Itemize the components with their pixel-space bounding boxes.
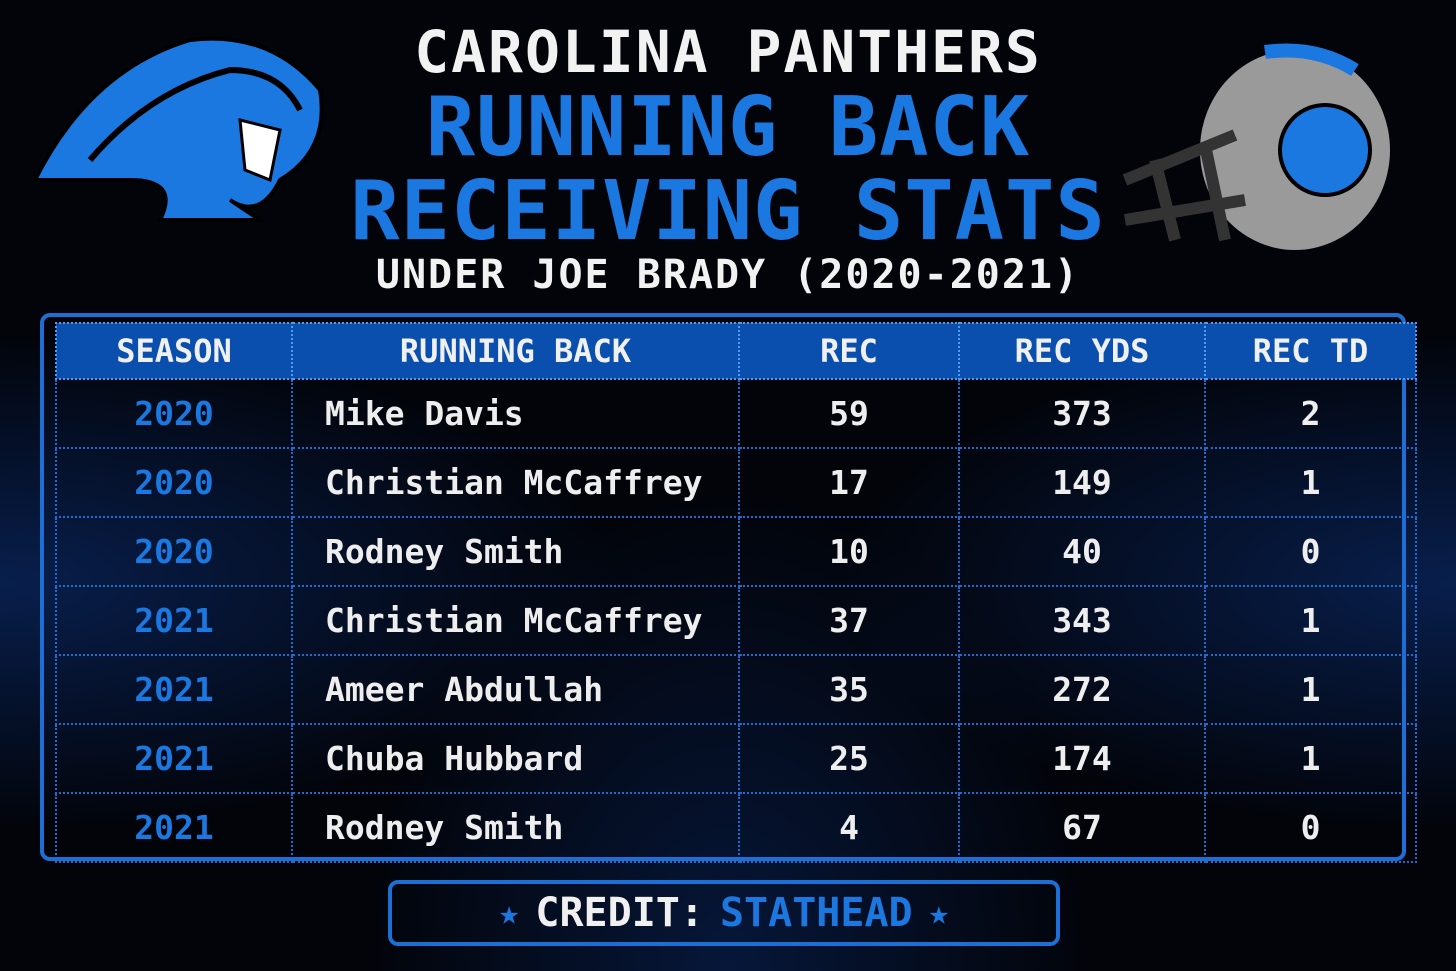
column-header: REC TD [1204, 322, 1417, 380]
team-name: CAROLINA PANTHERS [414, 18, 1042, 86]
credit-box: ★ CREDIT: STATHEAD ★ [388, 880, 1060, 946]
table-cell: 40 [958, 516, 1206, 587]
header-row: SEASON RUNNING BACK REC REC YDS REC TD [55, 322, 1417, 380]
table-cell: Christian McCaffrey [291, 585, 740, 656]
table-cell: 1 [1204, 585, 1417, 656]
table-cell: 149 [958, 447, 1206, 518]
table-row: 2021 Christian McCaffrey 37 343 1 [55, 585, 1417, 656]
title-line: RECEIVING STATS [350, 164, 1106, 259]
subtitle: UNDER JOE BRADY (2020-2021) [375, 252, 1081, 298]
column-header: REC [738, 322, 960, 380]
table-cell: 2020 [55, 378, 293, 449]
table-cell: 67 [958, 792, 1206, 863]
table-cell: 17 [738, 447, 960, 518]
table-cell: Chuba Hubbard [291, 723, 740, 794]
credit-source: STATHEAD [719, 890, 913, 936]
table-cell: 272 [958, 654, 1206, 725]
table-cell: Rodney Smith [291, 516, 740, 587]
table-cell: 174 [958, 723, 1206, 794]
table-cell: Christian McCaffrey [291, 447, 740, 518]
table-row: 2021 Ameer Abdullah 35 272 1 [55, 654, 1417, 725]
table-cell: 2021 [55, 792, 293, 863]
table-cell: 35 [738, 654, 960, 725]
table-cell: 2021 [55, 654, 293, 725]
table-cell: 0 [1204, 516, 1417, 587]
credit-label: CREDIT: [535, 890, 704, 936]
table-cell: 373 [958, 378, 1206, 449]
table-cell: 25 [738, 723, 960, 794]
table-cell: 1 [1204, 447, 1417, 518]
table-cell: 343 [958, 585, 1206, 656]
table-cell: 4 [738, 792, 960, 863]
table-body: 2020 Mike Davis 59 373 2 2020 Christian McCaff… [55, 378, 1417, 863]
column-header: SEASON [55, 322, 293, 380]
table-row: 2021 Rodney Smith 4 67 0 [55, 792, 1417, 863]
table-cell: 59 [738, 378, 960, 449]
table-row: 2020 Rodney Smith 10 40 0 [55, 516, 1417, 587]
panther-logo [31, 36, 324, 222]
table-cell: 1 [1204, 723, 1417, 794]
column-header: RUNNING BACK [291, 322, 740, 380]
table-cell: 37 [738, 585, 960, 656]
title-line: RUNNING BACK [425, 80, 1031, 175]
helmet-logo [1122, 43, 1390, 250]
table-cell: 2021 [55, 723, 293, 794]
table-cell: 2020 [55, 516, 293, 587]
star-icon: ★ [498, 893, 520, 933]
table-cell: 0 [1204, 792, 1417, 863]
table-cell: 2 [1204, 378, 1417, 449]
star-icon: ★ [928, 893, 950, 933]
table-row: 2020 Mike Davis 59 373 2 [55, 378, 1417, 449]
table-cell: 10 [738, 516, 960, 587]
table-cell: Ameer Abdullah [291, 654, 740, 725]
table-cell: Mike Davis [291, 378, 740, 449]
table-cell: 2020 [55, 447, 293, 518]
table-cell: 1 [1204, 654, 1417, 725]
stats-table: SEASON RUNNING BACK REC REC YDS REC TD 2020 M… [55, 322, 1417, 863]
table-row: 2021 Chuba Hubbard 25 174 1 [55, 723, 1417, 794]
column-header: REC YDS [958, 322, 1206, 380]
table-cell: 2021 [55, 585, 293, 656]
table-cell: Rodney Smith [291, 792, 740, 863]
table-row: 2020 Christian McCaffrey 17 149 1 [55, 447, 1417, 518]
